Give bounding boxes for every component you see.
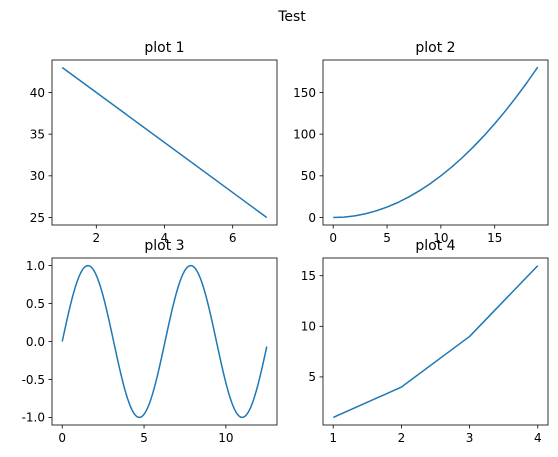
plot-2-y-tick-label: 0: [308, 211, 316, 225]
plot-4-x-tick-label: 2: [398, 431, 406, 445]
plot-4-y-tick-label: 5: [308, 370, 316, 384]
plot-3-y-tick-label: 0.5: [26, 297, 45, 311]
figure-suptitle: Test: [277, 9, 306, 25]
plot-3-y-tick-label: -1.0: [22, 411, 45, 425]
plot-4-series-line: [332, 265, 539, 419]
plot-1-title: plot 1: [144, 40, 184, 56]
plot-1-x-tick-label: 4: [161, 231, 169, 245]
plot-2-y-tick-label: 50: [301, 169, 316, 183]
plot-2-y-tick-label: 150: [293, 86, 316, 100]
plot-4-y-tick-label: 15: [301, 269, 316, 283]
plot-1-series-line: [61, 66, 268, 219]
plot-3-x-tick-label: 0: [58, 431, 66, 445]
plot-1-y-tick-label: 25: [30, 211, 45, 225]
plot-1-y-tick-label: 40: [30, 86, 45, 100]
plot-2-x-tick-label: 15: [487, 231, 502, 245]
plot-3-series-line: [61, 264, 268, 419]
plot-2-x-tick-label: 5: [383, 231, 391, 245]
plot-1-x-tick-label: 6: [229, 231, 237, 245]
plot-2-y-tick-label: 100: [293, 127, 316, 141]
plot-4-axes-frame: [322, 257, 549, 426]
plot-1-y-tick-label: 35: [30, 127, 45, 141]
plot-3-x-tick-label: 10: [218, 431, 233, 445]
plot-3-y-tick-label: 0.0: [26, 335, 45, 349]
plot-2-x-tick-label: 0: [329, 231, 337, 245]
plot-4-title: plot 4: [415, 238, 455, 254]
plot-1-x-tick-label: 2: [92, 231, 100, 245]
plot-2-x-tick-label: 10: [433, 231, 448, 245]
plot-2-series-line: [333, 66, 539, 219]
plot-4-y-tick-label: 10: [301, 320, 316, 334]
plot-4-x-tick-label: 3: [466, 431, 474, 445]
plot-2-axes-frame: [322, 59, 549, 226]
plot-4-x-tick-label: 1: [329, 431, 337, 445]
plot-3-x-tick-label: 5: [140, 431, 148, 445]
plot-3-title: plot 3: [144, 238, 184, 254]
plot-2-title: plot 2: [415, 40, 455, 56]
plot-4-x-tick-label: 4: [534, 431, 542, 445]
plot-3-y-tick-label: 1.0: [26, 259, 45, 273]
plot-3-y-tick-label: -0.5: [22, 373, 45, 387]
plot-1-y-tick-label: 30: [30, 169, 45, 183]
